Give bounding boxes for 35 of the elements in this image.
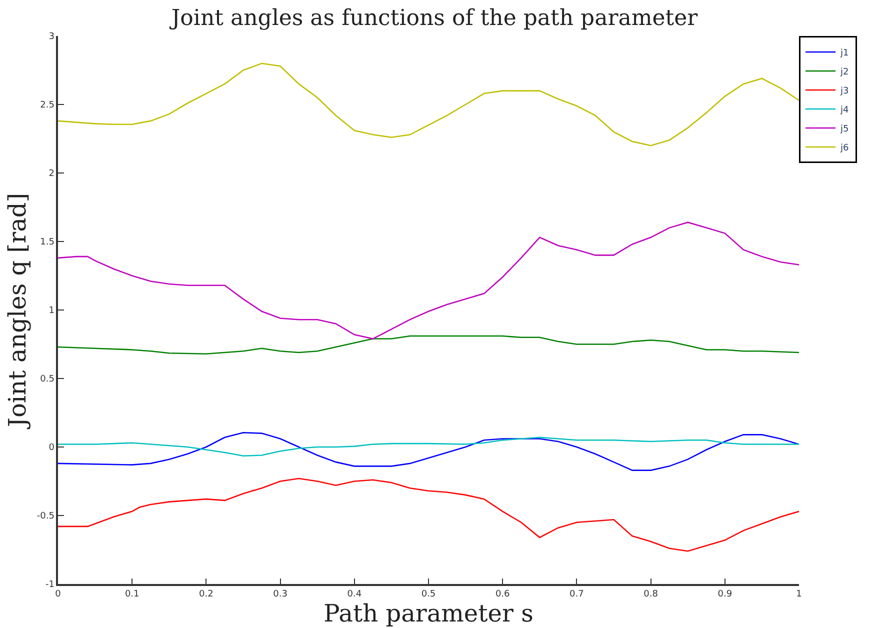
x-tick-label: 0.7 — [570, 590, 584, 600]
x-tick-label: 1 — [796, 590, 802, 600]
legend-label: j2 — [840, 68, 849, 78]
line-series — [58, 62, 799, 146]
x-tick-label: 0 — [55, 590, 62, 600]
line-series — [58, 432, 799, 471]
legend-label: j3 — [840, 86, 849, 97]
x-tick-label: 0.5 — [421, 590, 436, 600]
legend-label: j5 — [840, 124, 849, 135]
x-tick-label: 0.8 — [644, 590, 658, 600]
y-tick-label: 2.5 — [40, 100, 54, 111]
y-tick-label: -0.5 — [36, 512, 54, 522]
legend-label: j6 — [840, 144, 849, 154]
x-tick-label: 0.1 — [124, 590, 140, 600]
x-tick-label: 0.6 — [495, 590, 510, 600]
x-tick-label: 0.2 — [199, 590, 214, 600]
legend-label: j1 — [840, 48, 849, 59]
x-tick-label: 0.9 — [718, 590, 732, 600]
y-tick-label: 0 — [48, 443, 55, 454]
line-series — [58, 335, 799, 354]
y-tick-label: 1 — [48, 306, 54, 316]
x-tick-label: 0.3 — [273, 590, 288, 600]
line-series — [58, 436, 799, 457]
line-series — [58, 478, 799, 552]
y-tick-label: 1.5 — [40, 238, 54, 248]
y-tick-label: 2 — [48, 169, 54, 180]
y-tick-label: -1 — [45, 580, 54, 590]
y-tick-label: 0.5 — [40, 374, 54, 385]
y-tick-label: 3 — [48, 32, 54, 42]
chart-title: Joint angles as functions of the path parameter — [169, 6, 698, 31]
legend-label: j4 — [840, 106, 849, 116]
x-tick-label: 0.4 — [347, 590, 362, 600]
y-axis-title: Joint angles q [rad] — [3, 192, 32, 430]
x-axis-title: Path parameter s — [324, 600, 534, 628]
line-series — [58, 222, 799, 340]
